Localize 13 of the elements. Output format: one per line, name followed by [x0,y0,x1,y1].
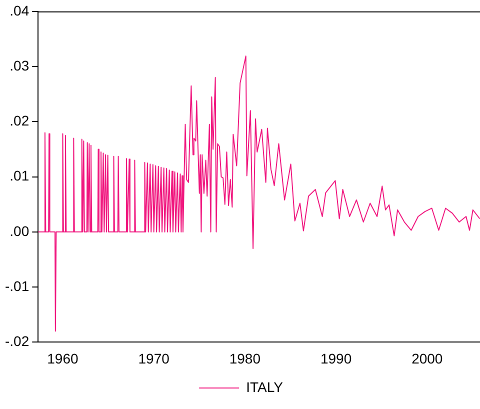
y-tick-label: .01 [10,168,30,184]
y-tick-label: .03 [10,57,30,74]
x-tick-label: 1990 [320,350,352,366]
x-tick-label: 1970 [138,350,170,366]
y-tick-label: -.02 [5,333,30,350]
y-tick-label: -.01 [5,278,30,294]
y-tick-label: .04 [10,2,30,18]
x-tick-label: 1980 [229,350,261,366]
y-tick-label: .02 [10,112,30,129]
x-tick-label: 1960 [47,350,79,366]
legend-label: ITALY [246,378,284,395]
x-tick-label: 2000 [412,350,443,366]
y-tick-label: .00 [10,222,30,239]
